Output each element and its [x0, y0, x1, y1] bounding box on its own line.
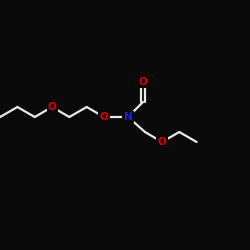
- Text: O: O: [158, 137, 166, 147]
- Text: O: O: [48, 102, 56, 112]
- Text: N: N: [124, 112, 132, 122]
- Text: O: O: [138, 77, 147, 87]
- Text: O: O: [100, 112, 108, 122]
